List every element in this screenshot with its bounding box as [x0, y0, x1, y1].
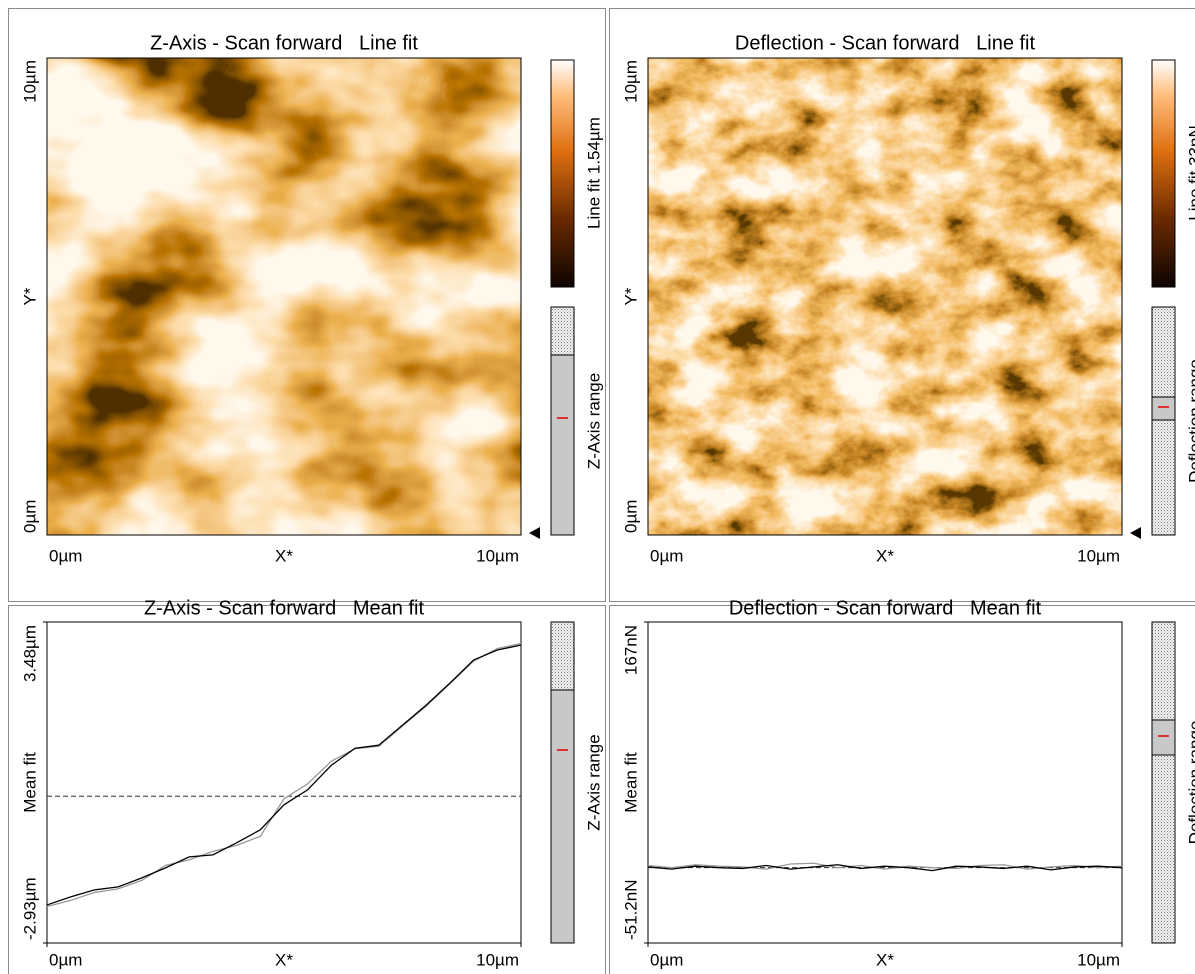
y-label: 10µm	[621, 60, 640, 103]
y-axis-label: Mean fit	[621, 752, 640, 813]
panel: Z-Axis - Scan forward Mean fit Z-Axis ran…	[9, 597, 606, 974]
plot-frame	[47, 622, 521, 943]
panel-title: Z-Axis - Scan forward Mean fit	[144, 597, 425, 619]
range-bar	[551, 355, 574, 535]
panel: Deflection - Scan forward Mean fit Deflec…	[610, 597, 1195, 974]
x-label: 10µm	[476, 546, 519, 565]
y-tick-label: 3.48µm	[20, 625, 39, 682]
colorbar-label: Line fit 1.54µm	[584, 117, 603, 229]
x-label: X*	[876, 546, 894, 565]
x-label: 0µm	[49, 546, 82, 565]
y-label: 10µm	[20, 60, 39, 103]
panel: Deflection - Scan forward Line fit Deflec…	[610, 9, 1195, 602]
range-bar	[551, 690, 574, 943]
y-label: Y*	[20, 287, 39, 305]
y-axis-label: Mean fit	[20, 752, 39, 813]
range-label: Z-Axis range	[584, 734, 603, 830]
panel: Z-Axis - Scan forward Line fit Z-Axis ran…	[9, 9, 606, 602]
colorbar-label: Line fit 33nN	[1185, 125, 1195, 220]
x-tick-label: 10µm	[476, 950, 519, 969]
plot-frame	[648, 622, 1122, 943]
afm-image	[648, 58, 1122, 535]
x-label: 10µm	[1077, 546, 1120, 565]
panel-title: Deflection - Scan forward Mean fit	[729, 597, 1042, 619]
screen: Z-Axis - Scan forward Line fit Z-Axis ran…	[0, 0, 1195, 974]
panel-title: Z-Axis - Scan forward Line fit	[150, 32, 418, 54]
afm-image	[47, 58, 521, 535]
range-bar	[1152, 420, 1175, 535]
range-bar	[1152, 397, 1175, 420]
range-label: Deflection range	[1185, 359, 1195, 483]
colorbar	[551, 60, 574, 287]
colorbar	[1152, 60, 1175, 287]
range-label: Z-Axis range	[584, 373, 603, 469]
x-axis-label: X*	[876, 950, 894, 969]
range-label: Deflection range	[1185, 721, 1195, 845]
x-axis-label: X*	[275, 950, 293, 969]
y-tick-label: -2.93µm	[20, 877, 39, 940]
panel-title: Deflection - Scan forward Line fit	[735, 32, 1036, 54]
range-bar	[1152, 720, 1175, 755]
x-label: 0µm	[650, 546, 683, 565]
x-tick-label: 0µm	[650, 950, 683, 969]
range-bar	[551, 622, 574, 690]
y-label: 0µm	[621, 500, 640, 533]
y-tick-label: -51.2nN	[621, 880, 640, 940]
range-bar	[551, 307, 574, 355]
range-bar	[1152, 755, 1175, 943]
x-tick-label: 10µm	[1077, 950, 1120, 969]
x-label: X*	[275, 546, 293, 565]
y-label: 0µm	[20, 500, 39, 533]
y-label: Y*	[621, 287, 640, 305]
y-tick-label: 167nN	[621, 625, 640, 675]
range-bar	[1152, 622, 1175, 720]
range-bar	[1152, 307, 1175, 397]
x-tick-label: 0µm	[49, 950, 82, 969]
